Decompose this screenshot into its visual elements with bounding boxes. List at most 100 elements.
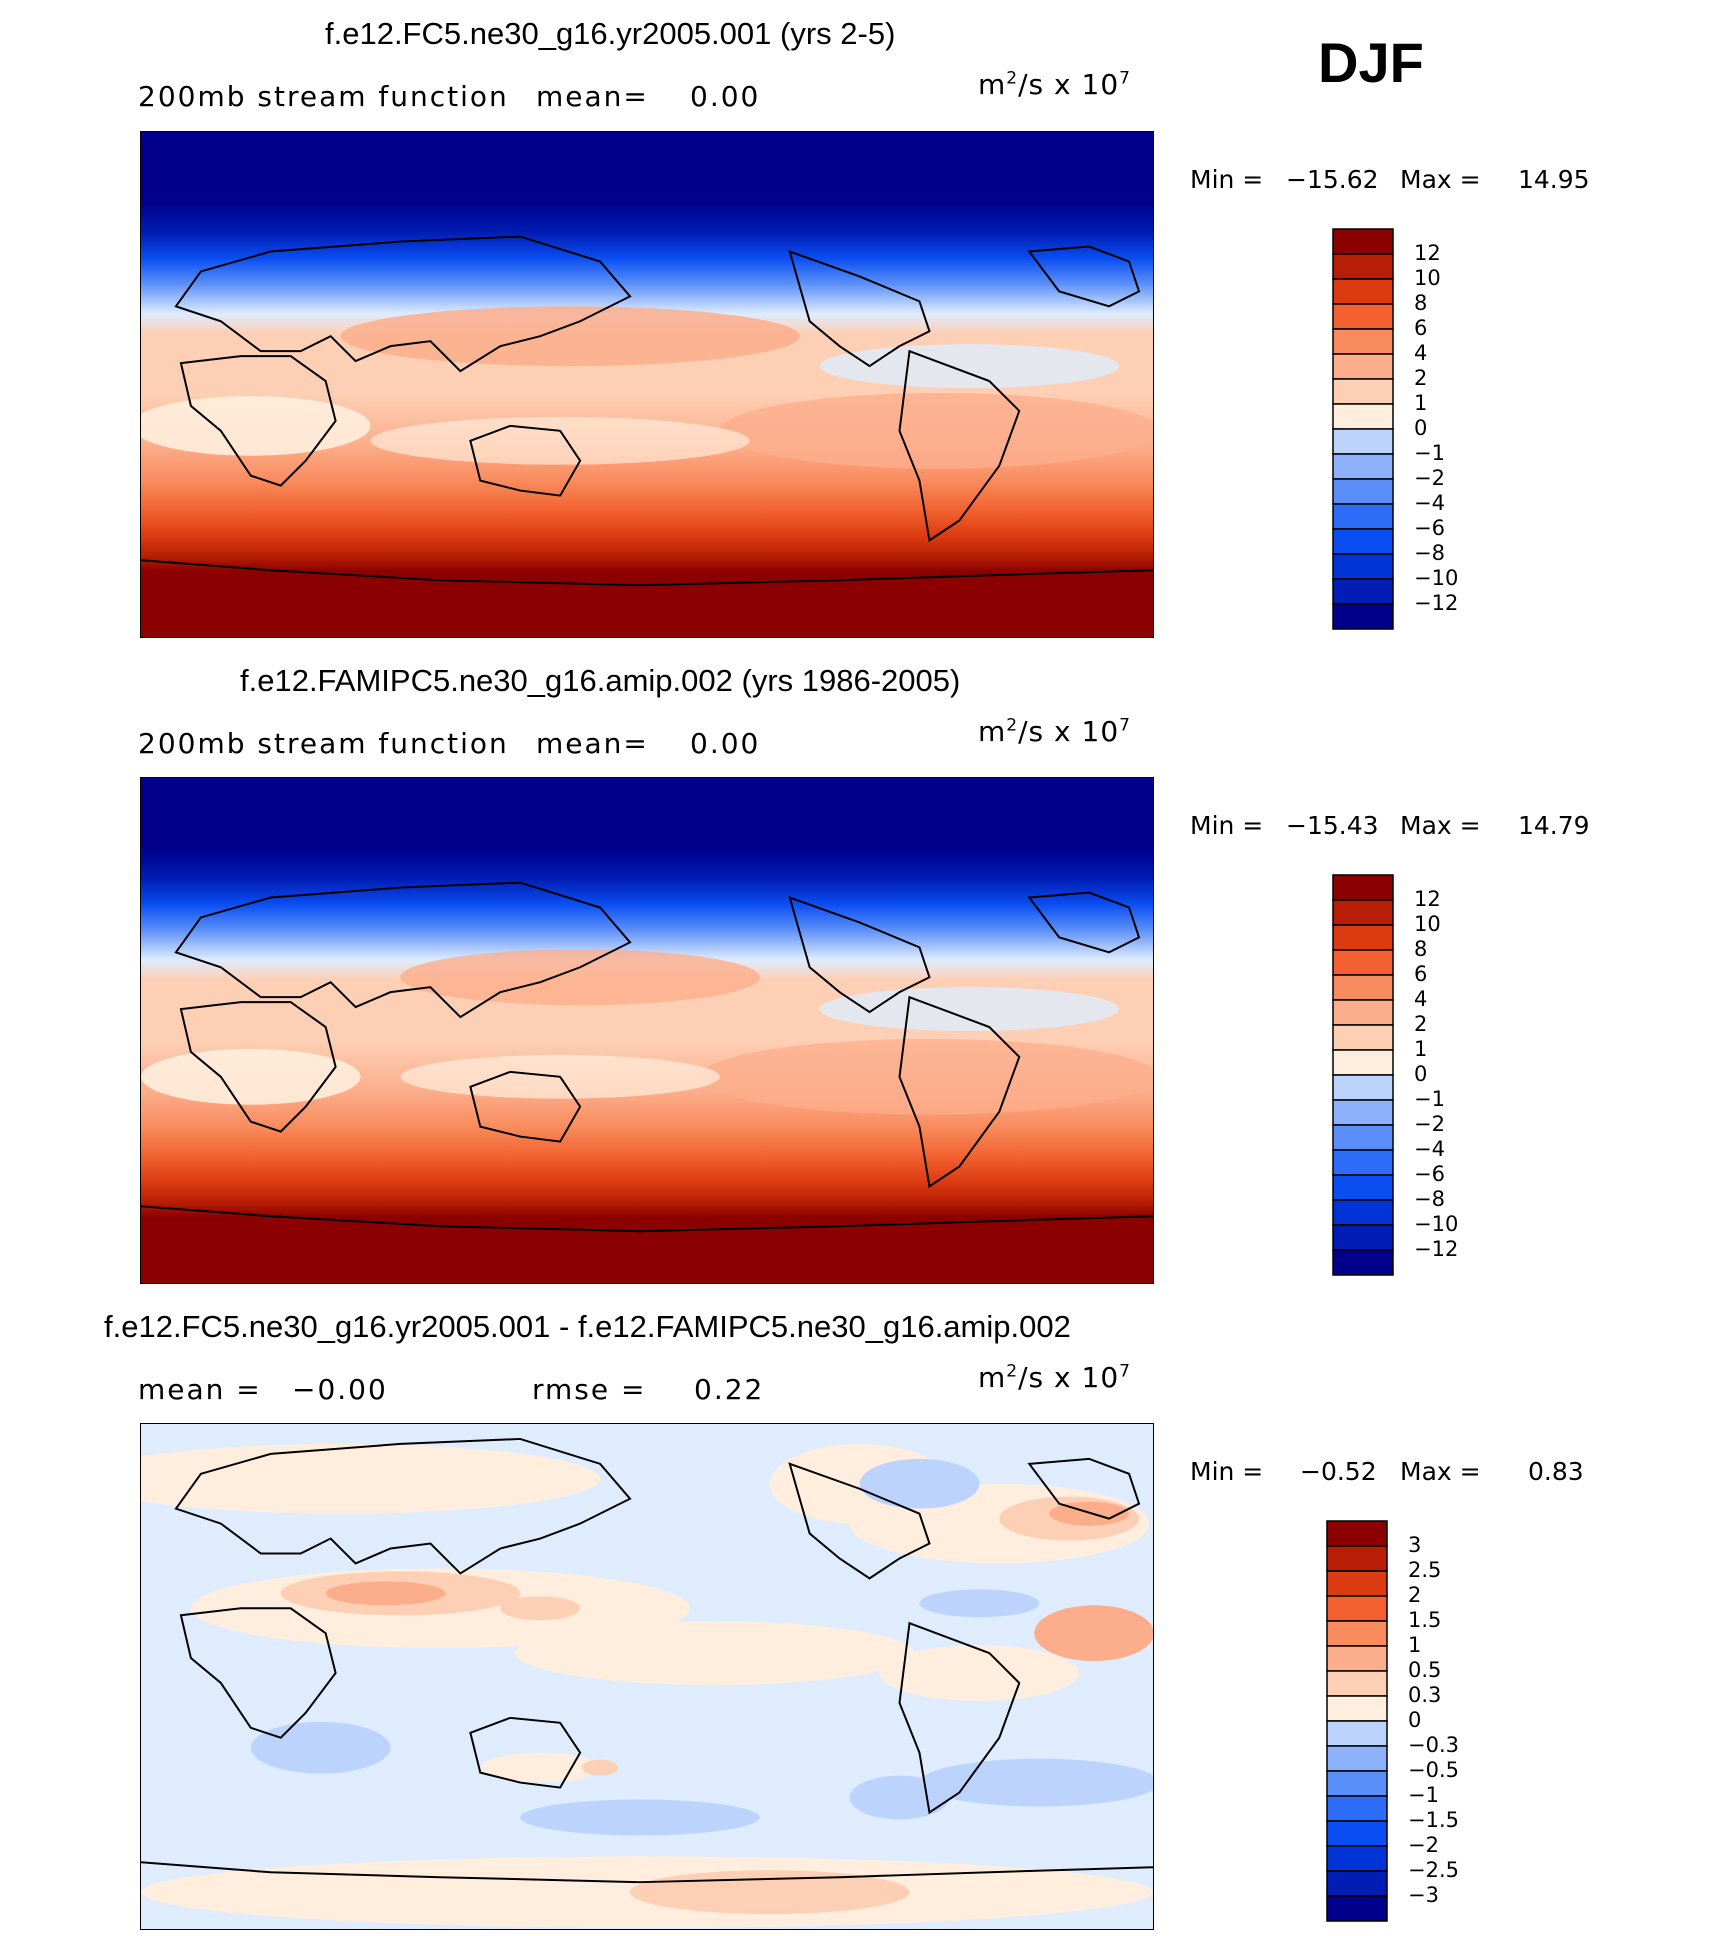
panel-1-max-value: 14.95: [1518, 165, 1590, 194]
panel-2-title: f.e12.FAMIPC5.ne30_g16.amip.002 (yrs 198…: [240, 663, 961, 698]
panel-2-colorbar-swatches: [1332, 874, 1394, 1276]
colorbar-swatch: [1332, 1174, 1394, 1201]
colorbar-label: 0: [1414, 416, 1428, 440]
colorbar-swatch: [1326, 1670, 1388, 1697]
panel-1-colorbar-swatches: [1332, 228, 1394, 630]
colorbar-swatch: [1332, 899, 1394, 926]
colorbar-label: 6: [1414, 316, 1428, 340]
colorbar-label: 4: [1414, 341, 1428, 365]
colorbar-swatch: [1332, 278, 1394, 305]
colorbar-swatch: [1332, 1099, 1394, 1126]
colorbar-label: 0.3: [1408, 1683, 1442, 1707]
panel-2-mean-label: mean=: [536, 727, 649, 760]
colorbar-swatch: [1332, 478, 1394, 505]
colorbar-swatch: [1326, 1545, 1388, 1572]
colorbar-label: 6: [1414, 962, 1428, 986]
colorbar-swatch: [1332, 228, 1394, 255]
colorbar-label: 0: [1408, 1708, 1422, 1732]
colorbar-label: 10: [1414, 912, 1441, 936]
colorbar-swatch: [1326, 1695, 1388, 1722]
panel-3-title: f.e12.FC5.ne30_g16.yr2005.001 - f.e12.FA…: [104, 1309, 1071, 1344]
panel-1-min-value: −15.62: [1286, 165, 1379, 194]
colorbar-label: −0.5: [1408, 1758, 1459, 1782]
colorbar-swatch: [1332, 999, 1394, 1026]
colorbar-swatch: [1332, 949, 1394, 976]
colorbar-label: −0.3: [1408, 1733, 1459, 1757]
panel-2-mean-value: 0.00: [690, 727, 761, 760]
season-label: DJF: [1318, 31, 1424, 94]
colorbar-swatch: [1332, 1024, 1394, 1051]
colorbar-swatch: [1332, 378, 1394, 405]
panel-3-rmse-label: rmse =: [532, 1373, 647, 1406]
panel-3-max-value: 0.83: [1528, 1457, 1584, 1486]
colorbar-swatch: [1332, 874, 1394, 901]
colorbar-swatch: [1332, 1249, 1394, 1276]
panel-2-colorbar: [1332, 874, 1394, 1276]
colorbar-label: 1.5: [1408, 1608, 1442, 1632]
colorbar-label: −2: [1414, 1112, 1445, 1136]
colorbar-label: −1.5: [1408, 1808, 1459, 1832]
colorbar-swatch: [1326, 1520, 1388, 1547]
panel-1-max-label: Max =: [1400, 165, 1481, 194]
colorbar-label: 1: [1414, 1037, 1428, 1061]
panel-3-min-value: −0.52: [1300, 1457, 1377, 1486]
colorbar-label: −3: [1408, 1883, 1439, 1907]
panel-3-mean-value: −0.00: [292, 1373, 388, 1406]
colorbar-swatch: [1332, 353, 1394, 380]
colorbar-label: −10: [1414, 1212, 1459, 1236]
colorbar-swatch: [1332, 403, 1394, 430]
panel-2-max-label: Max =: [1400, 811, 1481, 840]
colorbar-label: 10: [1414, 266, 1441, 290]
colorbar-swatch: [1332, 974, 1394, 1001]
colorbar-label: −2: [1408, 1833, 1439, 1857]
panel-3-colorbar-swatches: [1326, 1520, 1388, 1922]
colorbar-swatch: [1326, 1795, 1388, 1822]
colorbar-swatch: [1332, 578, 1394, 605]
colorbar-label: −12: [1414, 591, 1459, 615]
colorbar-label: −10: [1414, 566, 1459, 590]
colorbar-label: 1: [1408, 1633, 1422, 1657]
panel-2-variable-label: 200mb stream function: [138, 727, 509, 760]
colorbar-swatch: [1332, 428, 1394, 455]
colorbar-swatch: [1332, 503, 1394, 530]
colorbar-swatch: [1332, 1224, 1394, 1251]
colorbar-label: −6: [1414, 1162, 1445, 1186]
colorbar-swatch: [1326, 1720, 1388, 1747]
colorbar-label: 4: [1414, 987, 1428, 1011]
colorbar-swatch: [1326, 1845, 1388, 1872]
colorbar-swatch: [1332, 1074, 1394, 1101]
panel-3-mean-label: mean =: [138, 1373, 262, 1406]
colorbar-label: −1: [1414, 1087, 1445, 1111]
panel-1-mean-label: mean=: [536, 80, 649, 113]
colorbar-label: 12: [1414, 241, 1441, 265]
colorbar-label: 0.5: [1408, 1658, 1442, 1682]
colorbar-swatch: [1326, 1570, 1388, 1597]
colorbar-swatch: [1326, 1820, 1388, 1847]
colorbar-label: −4: [1414, 1137, 1445, 1161]
colorbar-swatch: [1326, 1745, 1388, 1772]
panel-2-min-value: −15.43: [1286, 811, 1379, 840]
colorbar-swatch: [1332, 1049, 1394, 1076]
panel-3-max-label: Max =: [1400, 1457, 1481, 1486]
panel-3-units: m2/s x 107: [978, 1361, 1131, 1394]
colorbar-label: −1: [1408, 1783, 1439, 1807]
panel-1-colorbar: [1332, 228, 1394, 630]
panel-1-min-label: Min =: [1190, 165, 1264, 194]
panel-1-units: m2/s x 107: [978, 68, 1131, 101]
colorbar-label: −8: [1414, 1187, 1445, 1211]
colorbar-swatch: [1326, 1895, 1388, 1922]
colorbar-label: 2: [1414, 1012, 1428, 1036]
colorbar-swatch: [1332, 1149, 1394, 1176]
colorbar-label: 8: [1414, 291, 1428, 315]
colorbar-label: −2.5: [1408, 1858, 1459, 1882]
colorbar-label: −6: [1414, 516, 1445, 540]
panel-3-rmse-value: 0.22: [694, 1373, 765, 1406]
colorbar-swatch: [1326, 1645, 1388, 1672]
panel-2-min-label: Min =: [1190, 811, 1264, 840]
colorbar-label: −1: [1414, 441, 1445, 465]
panel-3-min-label: Min =: [1190, 1457, 1264, 1486]
colorbar-swatch: [1326, 1770, 1388, 1797]
colorbar-label: 2.5: [1408, 1558, 1442, 1582]
colorbar-label: 12: [1414, 887, 1441, 911]
colorbar-swatch: [1332, 328, 1394, 355]
